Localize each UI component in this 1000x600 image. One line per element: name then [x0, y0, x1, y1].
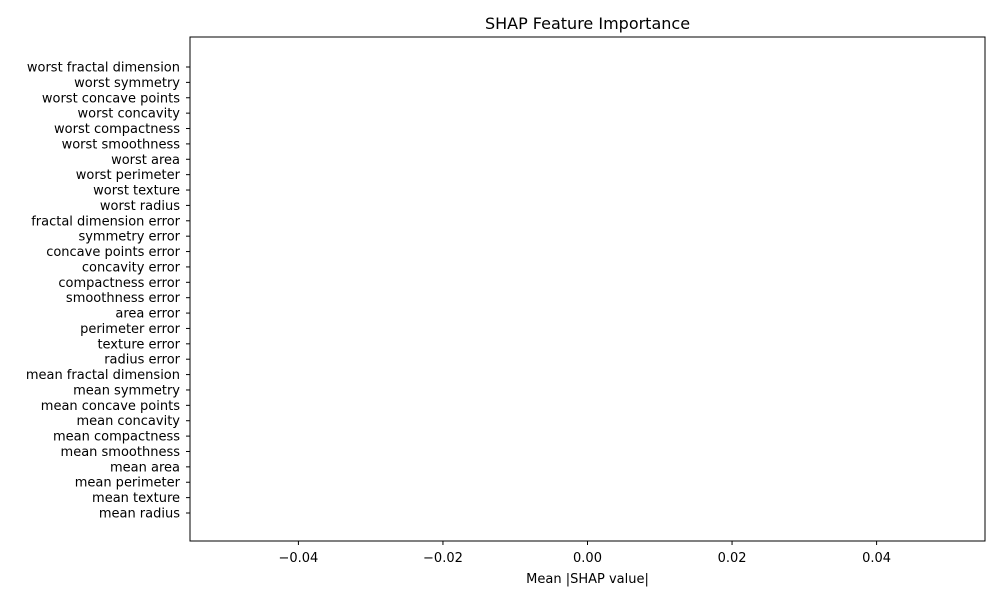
y-tick-label: symmetry error — [78, 230, 180, 245]
y-tick-label: mean smoothness — [61, 445, 181, 460]
y-tick-label: mean symmetry — [73, 383, 180, 398]
y-tick-label: perimeter error — [80, 322, 181, 337]
y-tick-label: worst concavity — [78, 107, 181, 122]
x-tick-label: −0.02 — [423, 551, 463, 566]
chart-title: SHAP Feature Importance — [485, 14, 690, 33]
y-tick-label: worst radius — [100, 199, 180, 214]
y-tick-label: mean concave points — [41, 399, 180, 414]
x-axis-label: Mean |SHAP value| — [526, 572, 649, 587]
x-tick-label: 0.04 — [862, 551, 891, 566]
y-tick-label: texture error — [97, 337, 180, 352]
x-ticks-group: −0.04 −0.02 0.00 0.02 0.04 — [278, 541, 891, 566]
y-tick-label: compactness error — [58, 276, 180, 291]
y-tick-label: worst smoothness — [62, 137, 181, 152]
y-tick-label: concavity error — [82, 260, 181, 275]
y-tick-label: mean radius — [99, 507, 180, 522]
y-tick-label: radius error — [104, 353, 180, 368]
y-tick-label: worst compactness — [54, 122, 180, 137]
y-tick-label: mean perimeter — [75, 476, 181, 491]
y-tick-label: concave points error — [46, 245, 180, 260]
y-tick-label: worst area — [111, 153, 180, 168]
y-tick-label: worst symmetry — [74, 76, 180, 91]
x-tick-label: 0.02 — [718, 551, 747, 566]
plot-frame — [189, 36, 986, 542]
y-tick-label: worst concave points — [42, 91, 180, 106]
y-tick-label: worst texture — [93, 184, 180, 199]
y-tick-label: fractal dimension error — [31, 214, 180, 229]
y-tick-label: smoothness error — [66, 291, 181, 306]
y-tick-label: mean area — [110, 460, 180, 475]
y-tick-label: worst fractal dimension — [27, 61, 180, 76]
y-tick-label: area error — [115, 307, 180, 322]
y-tick-label: mean fractal dimension — [26, 368, 180, 383]
y-tick-label: mean concavity — [76, 414, 180, 429]
x-tick-label: −0.04 — [278, 551, 318, 566]
x-tick-label: 0.00 — [573, 551, 602, 566]
y-tick-label: worst perimeter — [76, 168, 181, 183]
y-tick-label: mean compactness — [53, 430, 180, 445]
y-tick-label: mean texture — [92, 491, 180, 506]
